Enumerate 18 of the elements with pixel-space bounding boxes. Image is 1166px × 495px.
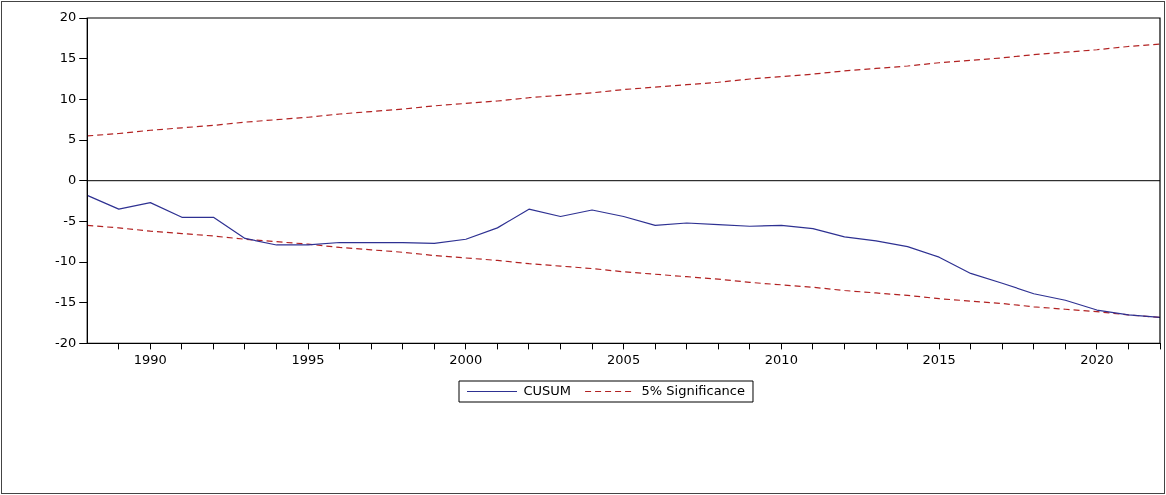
y-tick-label: 10 [59,90,77,106]
x-tick-label: 2020 [1080,351,1114,367]
legend-label: CUSUM [523,382,572,398]
x-tick-label: 2000 [449,351,483,367]
legend-label: 5% Significance [641,382,745,398]
y-tick-label: 20 [59,9,77,25]
y-tick-label: -20 [55,334,77,350]
y-tick-label: -15 [55,294,77,310]
y-tick-label: -10 [55,253,77,269]
x-tick-label: 1990 [133,351,167,367]
y-tick-label: -5 [63,212,77,228]
y-tick-label: 15 [59,50,77,66]
x-tick-label: 1995 [291,351,325,367]
y-tick-label: 0 [67,172,77,188]
y-tick-label: 5 [67,131,77,147]
x-tick-label: 2015 [922,351,956,367]
x-tick-label: 2005 [607,351,641,367]
x-tick-label: 2010 [764,351,798,367]
